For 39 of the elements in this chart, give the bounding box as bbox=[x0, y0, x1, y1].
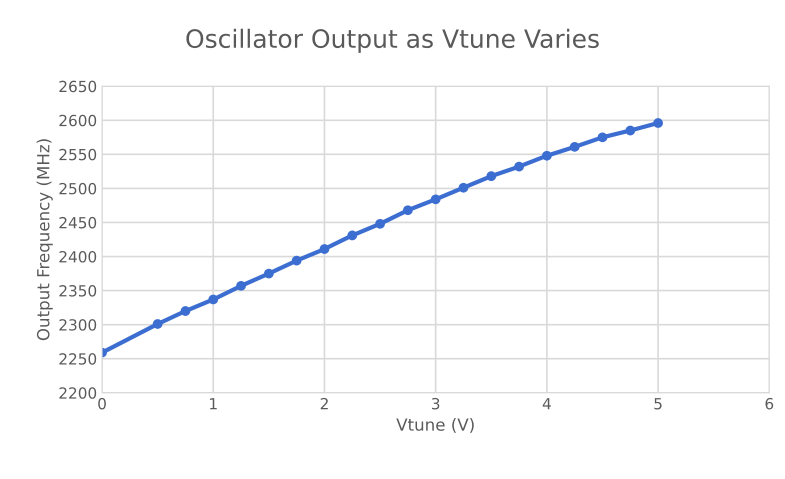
x-tick-label: 0 bbox=[98, 398, 106, 410]
point bbox=[486, 171, 496, 182]
y-tick-label: 2450 bbox=[59, 216, 96, 228]
point bbox=[458, 182, 468, 193]
x-tick-label: 6 bbox=[766, 398, 774, 410]
chart-title: Oscillator Output as Vtune Varies bbox=[186, 28, 599, 53]
y-tick-label: 2300 bbox=[59, 319, 96, 331]
y-tick-label: 2550 bbox=[59, 148, 96, 160]
point bbox=[320, 244, 330, 254]
point bbox=[208, 294, 218, 304]
x-tick-label: 5 bbox=[654, 398, 662, 410]
x-tick-label: 2 bbox=[320, 398, 328, 410]
point bbox=[598, 132, 608, 142]
point bbox=[152, 319, 163, 329]
y-tick-label: 2250 bbox=[59, 353, 96, 365]
y-tick-label: 2500 bbox=[59, 182, 96, 194]
point bbox=[625, 126, 636, 136]
point bbox=[180, 306, 190, 316]
point bbox=[653, 118, 663, 128]
point bbox=[542, 150, 552, 161]
point bbox=[347, 230, 358, 240]
y-tick-label: 2650 bbox=[59, 80, 96, 92]
point bbox=[514, 162, 524, 172]
y-tick-label: 2400 bbox=[59, 250, 96, 263]
point bbox=[264, 268, 274, 278]
point bbox=[570, 142, 580, 152]
y-tick-label: 2200 bbox=[59, 387, 96, 399]
x-axis-title: Vtune (V) bbox=[396, 418, 474, 433]
point bbox=[292, 256, 302, 266]
y-axis-title: Output Frequency (MHz) bbox=[36, 139, 53, 340]
y-tick-label: 2600 bbox=[59, 114, 96, 126]
x-tick-label: 3 bbox=[432, 398, 440, 410]
x-tick-label: 1 bbox=[210, 398, 217, 410]
point bbox=[403, 205, 413, 216]
point bbox=[430, 194, 441, 204]
x-tick-label: 4 bbox=[542, 398, 551, 410]
y-tick-label: 2350 bbox=[59, 285, 96, 297]
point bbox=[375, 218, 385, 229]
point bbox=[236, 280, 246, 291]
